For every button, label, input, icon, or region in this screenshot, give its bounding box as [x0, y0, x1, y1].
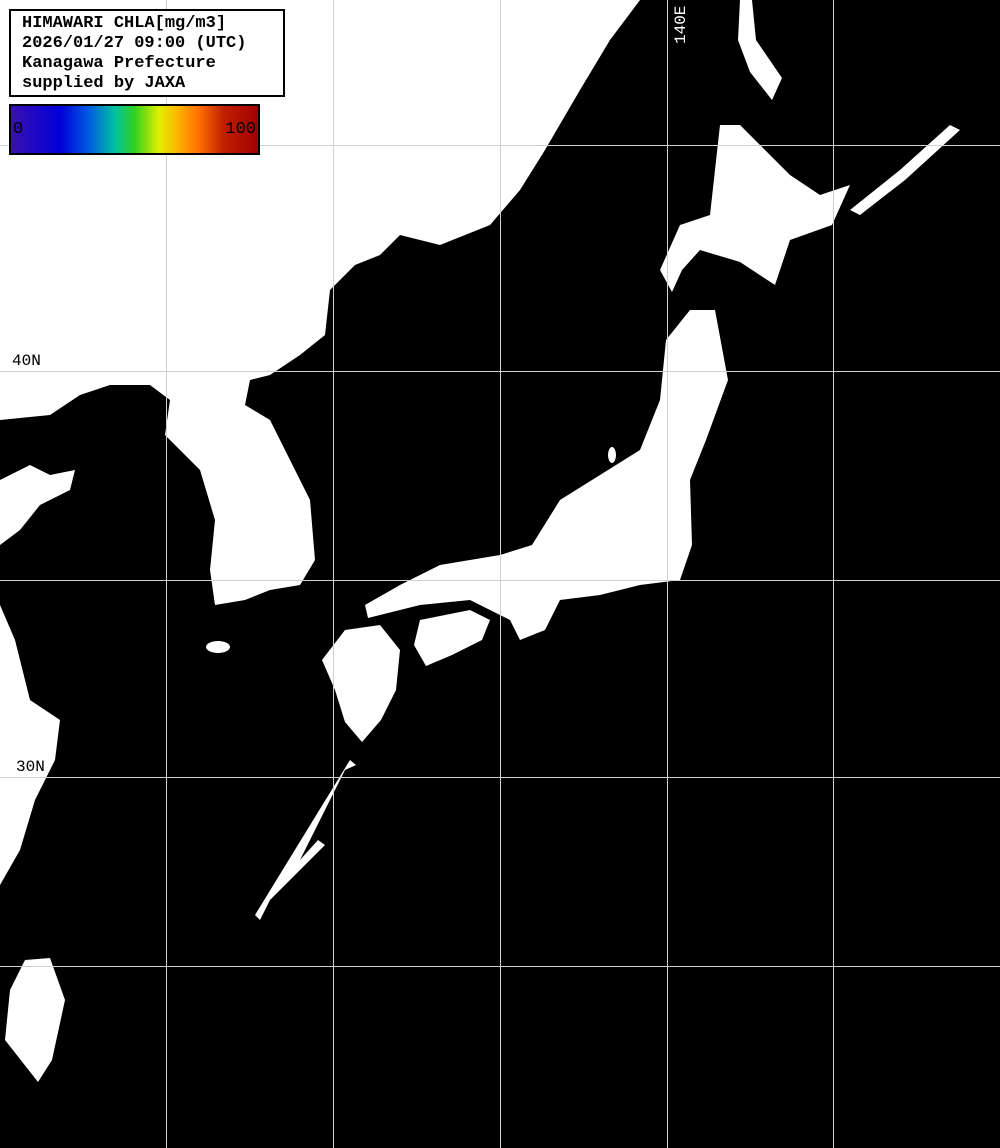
ryukyu-islands [255, 760, 356, 920]
taiwan [5, 958, 65, 1082]
observation-datetime: 2026/01/27 09:00 (UTC) [22, 34, 247, 53]
sado-island [608, 447, 616, 463]
color-scale-legend: 0 100 [9, 104, 260, 155]
land-mask [0, 0, 960, 1082]
lon-label-140e: 140E [672, 5, 690, 44]
title-box: HIMAWARI CHLA[mg/m3] 2026/01/27 09:00 (U… [9, 9, 285, 97]
hokkaido [660, 125, 850, 292]
kyushu [322, 625, 400, 742]
honshu [365, 310, 728, 640]
lat-label-30n: 30N [16, 758, 45, 776]
sakhalin [738, 0, 782, 100]
data-credit: supplied by JAXA [22, 74, 186, 93]
jeju-island [206, 641, 230, 653]
product-title: HIMAWARI CHLA[mg/m3] [22, 14, 227, 33]
kuril-islands [850, 125, 960, 215]
shikoku [414, 610, 490, 666]
china-coast [0, 605, 60, 885]
region-name: Kanagawa Prefecture [22, 54, 216, 73]
scale-min-label: 0 [13, 120, 24, 139]
scale-max-label: 100 [225, 120, 256, 139]
lat-label-40n: 40N [12, 352, 41, 370]
shandong-peninsula [0, 465, 75, 545]
